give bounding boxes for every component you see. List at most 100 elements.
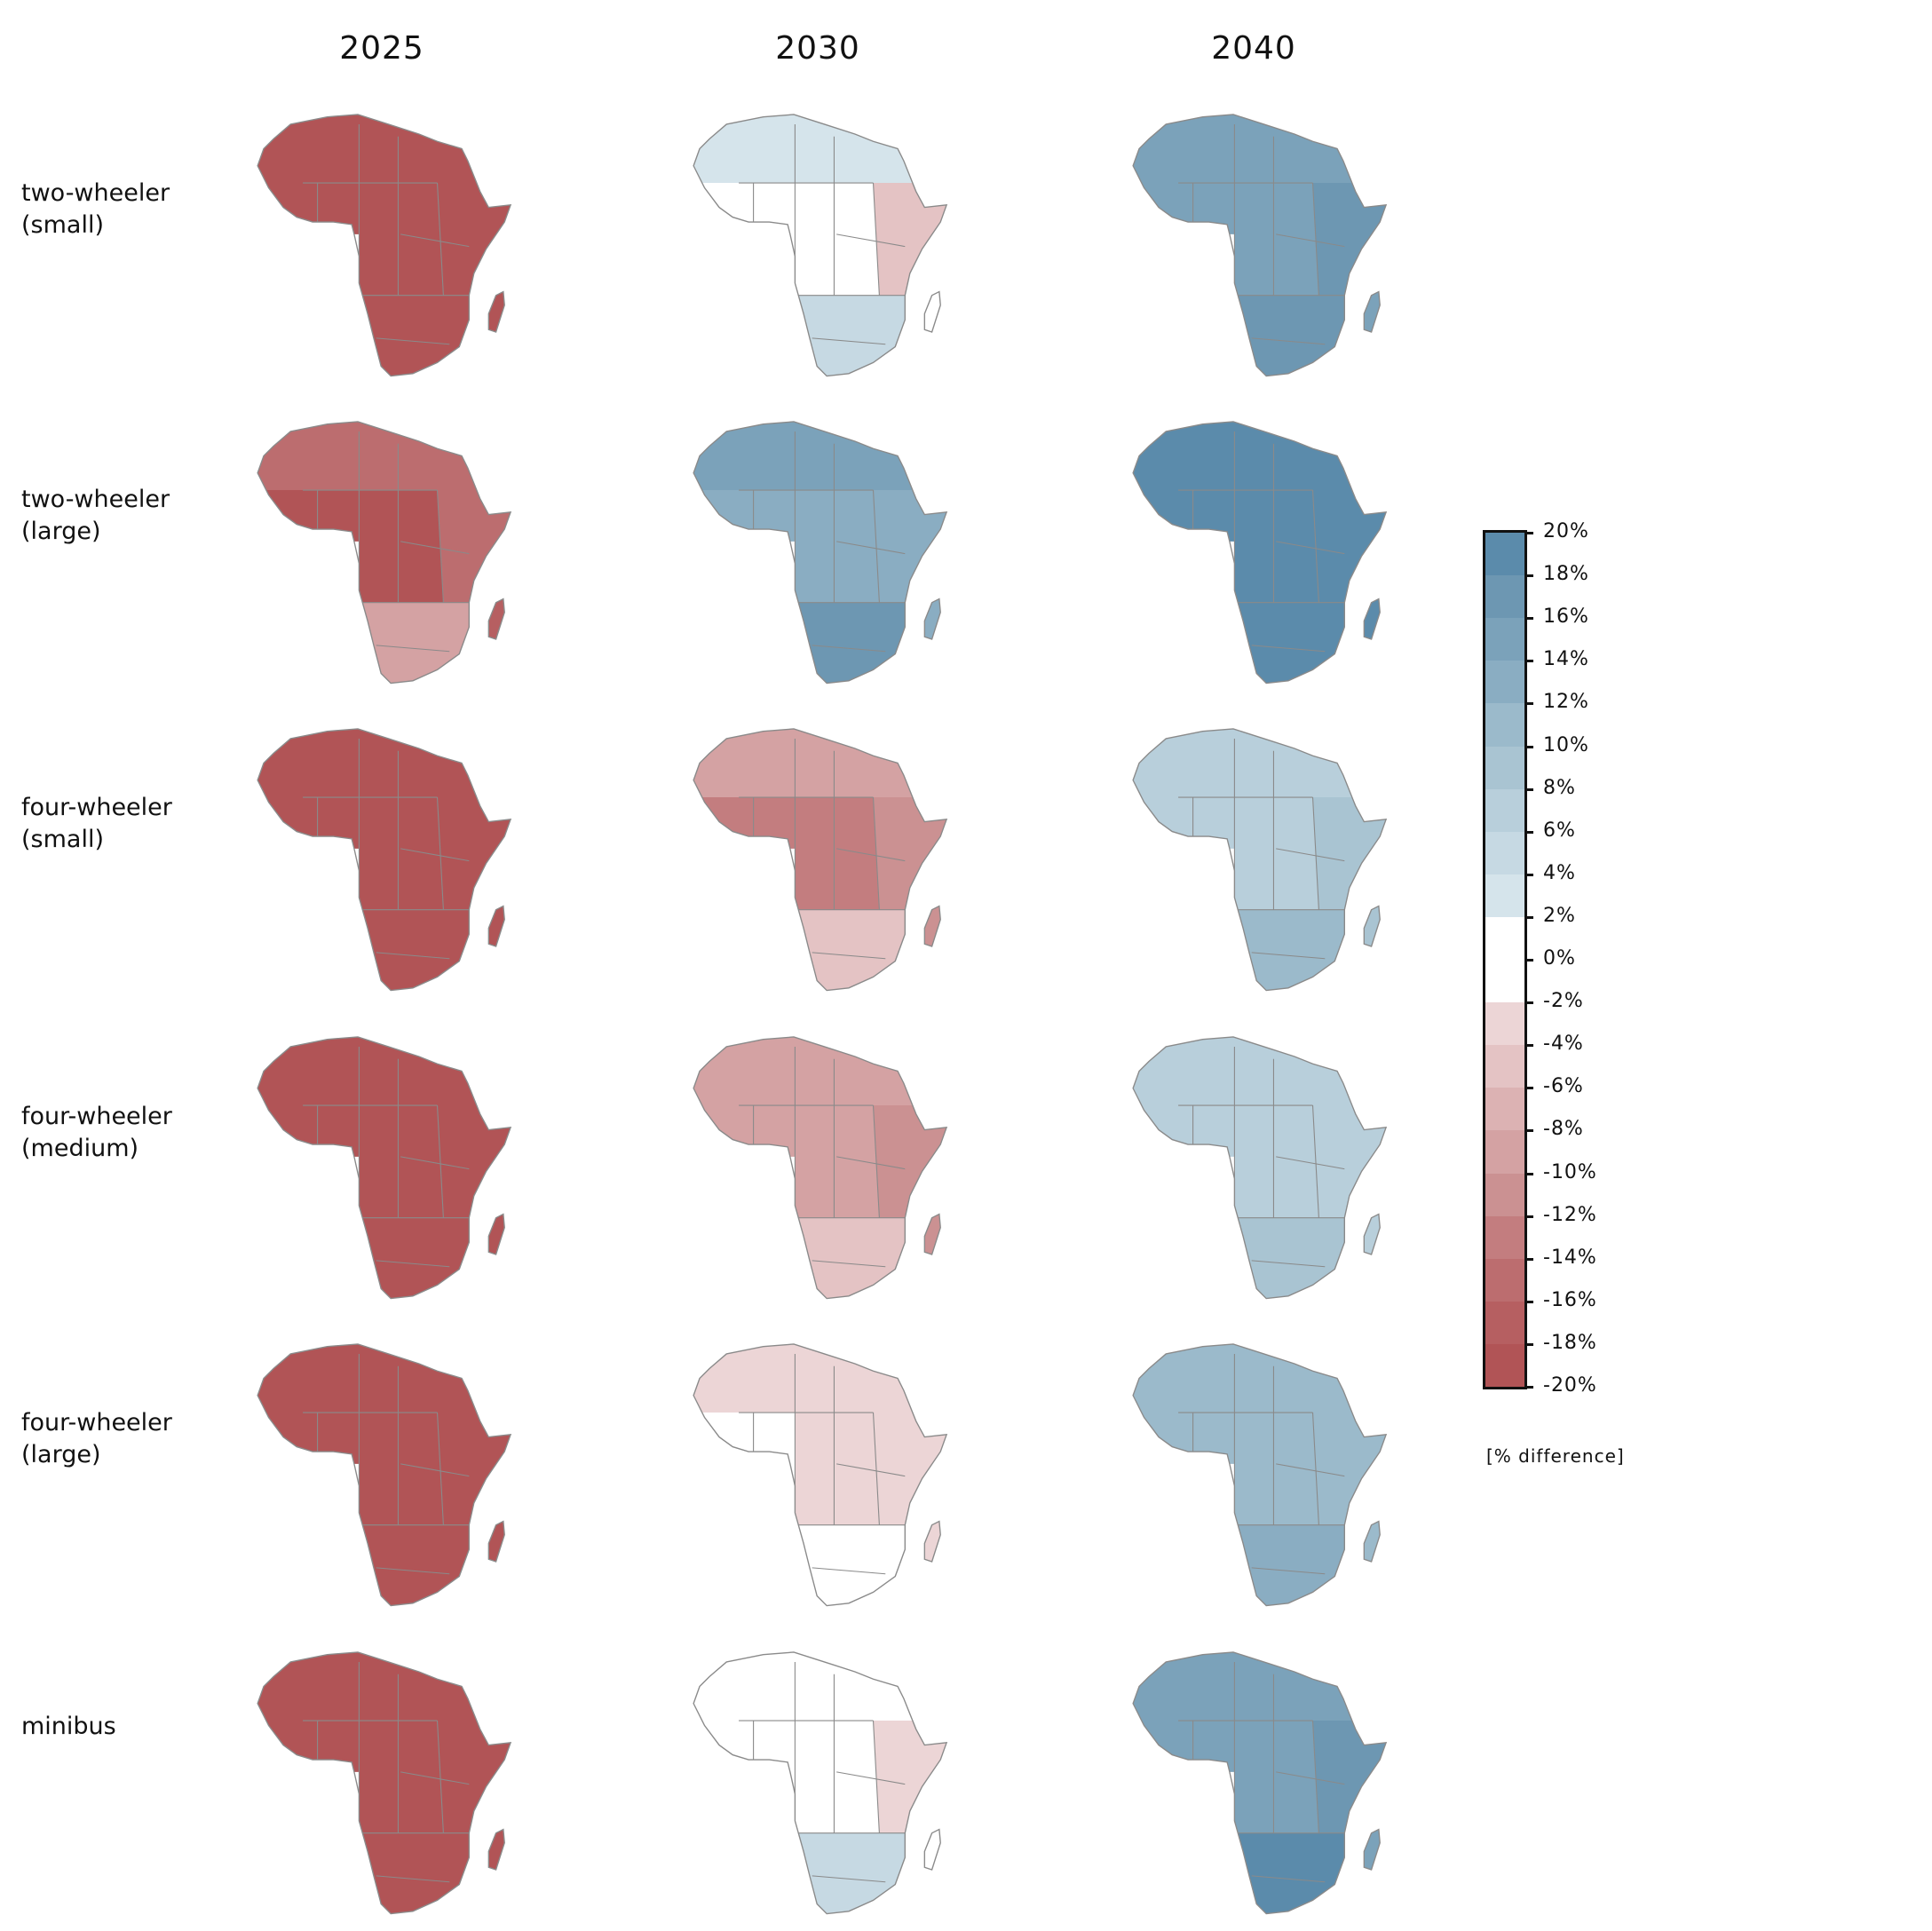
- color-legend-bar: [1483, 530, 1527, 1389]
- legend-tick: [1524, 873, 1533, 876]
- legend-bin: [1485, 533, 1524, 576]
- country-borders: [1178, 431, 1350, 653]
- region-west: [257, 490, 360, 542]
- legend-tick-label: 8%: [1543, 776, 1576, 799]
- legend-tick-label: 14%: [1543, 648, 1589, 671]
- region-madagascar: [1363, 1520, 1381, 1563]
- legend-bin: [1485, 960, 1524, 1003]
- region-madagascar: [487, 1520, 505, 1563]
- africa-outline: [1132, 421, 1388, 685]
- legend-bin: [1485, 661, 1524, 704]
- country-borders: [303, 431, 474, 653]
- region-west: [693, 1721, 796, 1772]
- africa-outline: [257, 1651, 512, 1915]
- legend-title: [% difference]: [1486, 1445, 1625, 1467]
- country-borders: [739, 1046, 910, 1268]
- region-east: [1312, 797, 1387, 910]
- legend-bin: [1485, 575, 1524, 619]
- region-east: [437, 1721, 511, 1833]
- africa-map-2025: [257, 728, 512, 992]
- row-label: four-wheeler (large): [21, 1409, 172, 1468]
- legend-tick: [1524, 1257, 1533, 1261]
- region-madagascar: [487, 905, 505, 947]
- legend-bin: [1485, 916, 1524, 961]
- region-madagascar: [923, 598, 941, 640]
- country-borders: [303, 1353, 474, 1575]
- legend-bin: [1485, 618, 1524, 661]
- country-borders: [739, 1661, 910, 1883]
- region-east: [1312, 183, 1387, 296]
- africa-map-2025: [257, 1651, 512, 1915]
- legend-tick: [1524, 787, 1533, 791]
- region-west: [1133, 1721, 1235, 1772]
- row-label: two-wheeler (small): [21, 179, 170, 239]
- legend-tick-label: 12%: [1543, 691, 1589, 714]
- legend-tick-label: 2%: [1543, 904, 1576, 927]
- legend-tick: [1524, 1087, 1533, 1090]
- africa-map-2040: [1132, 1343, 1388, 1607]
- region-madagascar: [923, 290, 941, 333]
- legend-tick-label: 4%: [1543, 861, 1576, 884]
- region-west: [1133, 1105, 1235, 1157]
- africa-outline: [257, 728, 512, 992]
- legend-tick: [1524, 1001, 1533, 1005]
- africa-outline: [1132, 728, 1388, 992]
- africa-map-2025: [257, 421, 512, 685]
- region-central: [795, 1413, 880, 1525]
- africa-outline: [693, 421, 948, 685]
- region-west: [257, 183, 360, 234]
- region-east: [873, 1721, 947, 1833]
- country-borders: [1178, 1046, 1350, 1268]
- legend-tick: [1524, 915, 1533, 919]
- region-east: [873, 183, 947, 296]
- country-borders: [1178, 738, 1350, 960]
- legend-tick: [1524, 1300, 1533, 1303]
- africa-map-2025: [257, 1036, 512, 1300]
- country-borders: [739, 123, 910, 345]
- legend-bin: [1485, 1045, 1524, 1088]
- region-west: [257, 1721, 360, 1772]
- country-borders: [739, 738, 910, 960]
- region-east: [873, 490, 947, 603]
- africa-map-2030: [693, 1036, 948, 1300]
- legend-tick: [1524, 1215, 1533, 1218]
- legend-tick: [1524, 617, 1533, 621]
- region-madagascar: [487, 1213, 505, 1255]
- africa-outline: [1132, 1343, 1388, 1607]
- legend-bin: [1485, 1130, 1524, 1174]
- africa-outline: [257, 114, 512, 377]
- legend-tick-label: -12%: [1543, 1203, 1597, 1226]
- africa-outline: [693, 1036, 948, 1300]
- africa-map-2040: [1132, 1036, 1388, 1300]
- legend-tick: [1524, 959, 1533, 962]
- country-borders: [303, 123, 474, 345]
- legend-tick: [1524, 830, 1533, 834]
- region-central: [795, 1721, 880, 1833]
- legend-bin: [1485, 1215, 1524, 1260]
- region-west: [257, 1413, 360, 1464]
- country-borders: [303, 1046, 474, 1268]
- row-label: four-wheeler (medium): [21, 1103, 172, 1162]
- region-central: [795, 490, 880, 603]
- region-west: [693, 490, 796, 542]
- legend-tick-label: 0%: [1543, 947, 1576, 969]
- region-madagascar: [487, 1828, 505, 1871]
- africa-map-2040: [1132, 728, 1388, 992]
- africa-outline: [693, 114, 948, 377]
- legend-bin: [1485, 1258, 1524, 1302]
- legend-bin: [1485, 1088, 1524, 1131]
- legend-bin: [1485, 1173, 1524, 1217]
- column-header-2030: 2030: [775, 30, 860, 67]
- region-central: [1234, 1721, 1319, 1833]
- country-borders: [303, 1661, 474, 1883]
- region-central: [359, 1105, 444, 1218]
- legend-tick-label: -16%: [1543, 1288, 1597, 1311]
- africa-map-2025: [257, 114, 512, 377]
- country-borders: [1178, 123, 1350, 345]
- country-borders: [1178, 1353, 1350, 1575]
- region-east: [437, 797, 511, 910]
- region-central: [795, 797, 880, 910]
- legend-tick-label: -18%: [1543, 1331, 1597, 1354]
- region-madagascar: [1363, 598, 1381, 640]
